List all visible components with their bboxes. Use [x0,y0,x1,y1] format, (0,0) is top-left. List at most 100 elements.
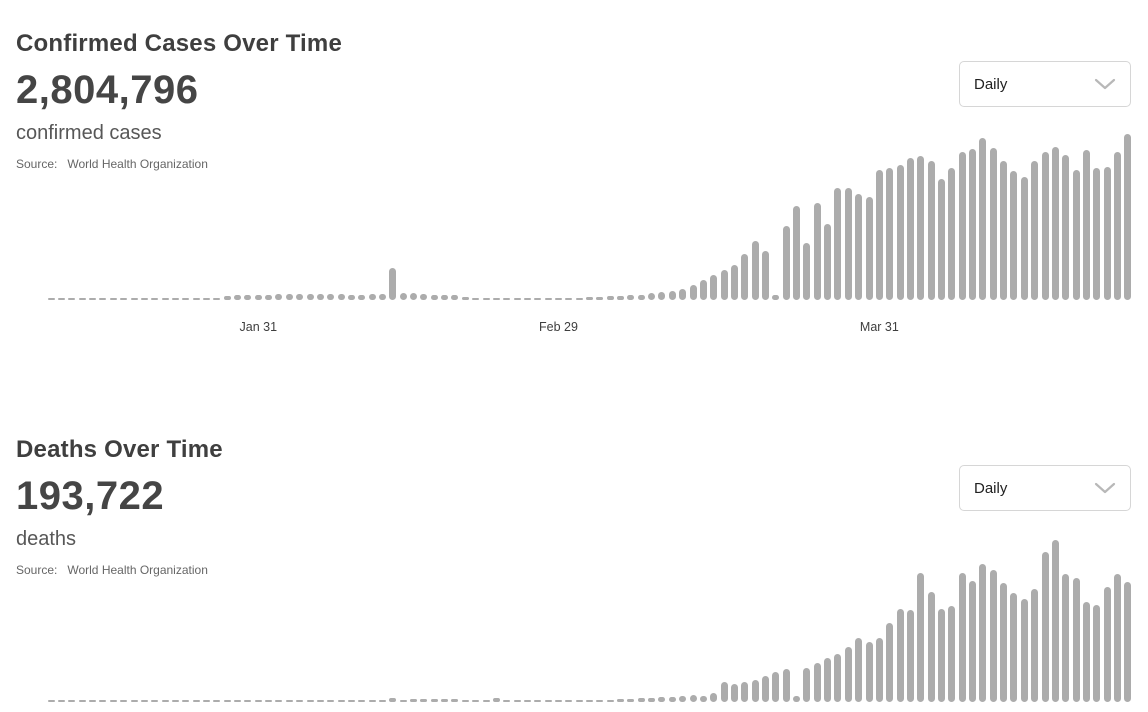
bar[interactable] [803,243,811,300]
bar[interactable] [58,700,66,702]
bar[interactable] [327,293,335,300]
bar[interactable] [1072,577,1080,702]
bar[interactable] [130,298,138,300]
bar[interactable] [648,293,656,300]
bar[interactable] [772,294,780,300]
bar[interactable] [813,202,821,300]
bar[interactable] [1062,573,1070,702]
bar[interactable] [627,698,635,702]
bar[interactable] [958,573,966,702]
bar[interactable] [410,698,418,702]
bar[interactable] [68,700,76,702]
bar[interactable] [47,298,55,300]
bar[interactable] [327,700,335,702]
cases-interval-dropdown[interactable]: Daily [959,61,1131,107]
bar[interactable] [565,297,573,300]
bar[interactable] [451,295,459,300]
bar[interactable] [875,638,883,702]
bar[interactable] [492,698,500,702]
bar[interactable] [296,293,304,300]
bar[interactable] [782,669,790,702]
bar[interactable] [1031,588,1039,702]
bar[interactable] [720,682,728,702]
bar[interactable] [89,700,97,702]
bar[interactable] [399,700,407,702]
bar[interactable] [99,298,107,300]
bar[interactable] [1041,152,1049,300]
bar[interactable] [586,699,594,702]
bar[interactable] [1093,604,1101,702]
bar[interactable] [430,698,438,702]
bar[interactable] [824,224,832,300]
bar[interactable] [751,680,759,702]
bar[interactable] [989,148,997,300]
bar[interactable] [306,293,314,300]
bar[interactable] [1010,592,1018,702]
bar[interactable] [927,161,935,300]
bar[interactable] [699,696,707,702]
bar[interactable] [461,296,469,300]
bar[interactable] [554,297,562,300]
bar[interactable] [793,205,801,300]
bar[interactable] [586,296,594,300]
bar[interactable] [513,298,521,300]
bar[interactable] [927,591,935,702]
deaths-interval-dropdown[interactable]: Daily [959,465,1131,511]
bar[interactable] [1031,161,1039,300]
bar[interactable] [120,298,128,300]
bar[interactable] [865,196,873,300]
bar[interactable] [192,298,200,300]
bar[interactable] [762,676,769,702]
bar[interactable] [109,298,117,300]
bar[interactable] [68,298,76,300]
bar[interactable] [1000,582,1008,702]
bar[interactable] [244,295,252,300]
bar[interactable] [689,695,697,702]
bar[interactable] [161,298,169,300]
bar[interactable] [472,298,480,300]
bar[interactable] [1020,598,1028,702]
bar[interactable] [617,698,625,702]
bar[interactable] [47,700,55,702]
bar[interactable] [875,170,883,300]
bar[interactable] [420,698,428,702]
bar[interactable] [865,641,873,702]
bar[interactable] [420,293,428,300]
bar[interactable] [347,700,355,702]
bar[interactable] [534,700,542,702]
bar[interactable] [575,699,583,702]
bar[interactable] [710,274,718,300]
bar[interactable] [1113,152,1121,300]
bar[interactable] [896,165,904,300]
bar[interactable] [1000,161,1008,300]
bar[interactable] [368,700,376,702]
bar[interactable] [648,697,656,702]
bar[interactable] [441,294,449,300]
bar[interactable] [637,294,645,300]
bar[interactable] [834,654,842,702]
bar[interactable] [658,291,666,300]
bar[interactable] [989,569,997,702]
bar[interactable] [130,700,138,702]
bar[interactable] [482,699,490,702]
bar[interactable] [565,699,573,702]
bar[interactable] [503,298,511,300]
bar[interactable] [265,294,273,300]
bar[interactable] [203,298,210,300]
bar[interactable] [1062,155,1070,300]
bar[interactable] [855,637,863,702]
bar[interactable] [192,700,200,702]
bar[interactable] [503,700,511,702]
bar[interactable] [244,700,252,702]
bar[interactable] [606,296,614,300]
bar[interactable] [389,267,397,300]
bar[interactable] [306,700,314,702]
bar[interactable] [285,700,293,702]
bar[interactable] [410,293,418,300]
bar[interactable] [886,168,894,300]
bar[interactable] [234,295,242,300]
bar[interactable] [368,293,376,300]
bar[interactable] [151,700,159,702]
bar[interactable] [234,700,242,702]
bar[interactable] [254,294,262,300]
